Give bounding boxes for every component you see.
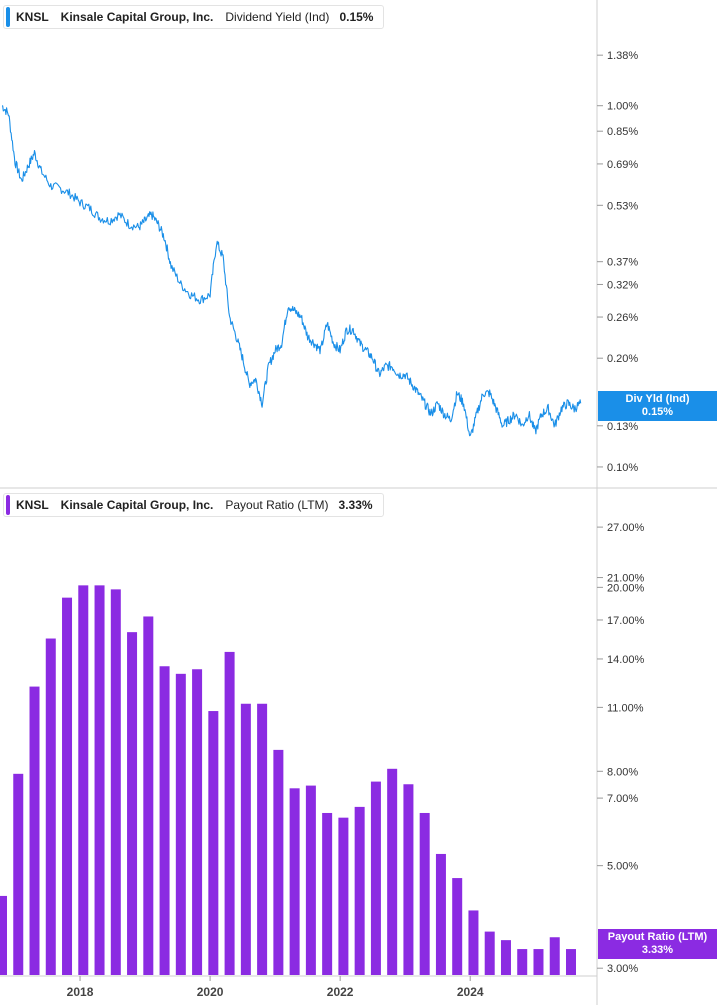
dividend-yield-line <box>1 105 582 437</box>
x-axis: 2018 2020 2022 2024 <box>67 976 484 999</box>
payout-ratio-bar <box>533 949 544 975</box>
payout-ratio-bar <box>403 784 414 975</box>
tag-value: 0.15% <box>641 406 674 418</box>
yield-axis-tick-label: 0.26% <box>607 312 638 324</box>
payout-ratio-bar <box>565 949 576 975</box>
payout-ratio-bar <box>517 949 528 975</box>
payout-ratio-bar <box>484 931 495 975</box>
payout-ratio-bar <box>127 632 138 975</box>
dividend-yield-plot <box>1 105 582 437</box>
legend-value: 0.15% <box>339 10 374 24</box>
x-tick-label: 2020 <box>197 985 224 999</box>
payout-ratio-bar <box>110 589 121 975</box>
payout-axis-tick-label: 20.00% <box>607 582 645 594</box>
tag-label: Payout Ratio (LTM) <box>607 931 708 943</box>
x-tick-label: 2022 <box>327 985 354 999</box>
payout-ratio-bar <box>387 768 398 975</box>
payout-ratio-bar <box>370 781 381 975</box>
legend-company: Kinsale Capital Group, Inc. <box>60 10 214 24</box>
payout-ratio-bar <box>468 910 479 975</box>
div-yld-value-tag: Div Yld (Ind) 0.15% <box>598 391 717 421</box>
yield-axis-tick-label: 0.10% <box>607 462 638 474</box>
payout-ratio-bar <box>224 651 235 975</box>
payout-ratio-bar <box>240 703 251 975</box>
yield-axis-tick-label: 0.69% <box>607 159 638 171</box>
legend-metric: Dividend Yield (Ind) <box>225 10 330 24</box>
series-color-swatch <box>6 495 10 515</box>
payout-ratio-bar <box>549 937 560 975</box>
payout-ratio-value-tag: Payout Ratio (LTM) 3.33% <box>598 929 717 959</box>
payout-ratio-bar <box>289 788 300 975</box>
legend-value: 3.33% <box>338 498 373 512</box>
payout-axis-tick-label: 5.00% <box>607 861 638 873</box>
yield-axis-tick-label: 0.85% <box>607 126 638 138</box>
payout-ratio-bar <box>435 853 446 975</box>
payout-axis-tick-label: 27.00% <box>607 522 645 534</box>
tag-value: 3.33% <box>641 944 674 956</box>
yield-axis-tick-label: 0.20% <box>607 353 638 365</box>
yield-axis-tick-label: 1.38% <box>607 50 638 62</box>
payout-ratio-bar <box>419 812 430 975</box>
legend-ticker: KNSL <box>16 498 49 512</box>
payout-ratio-bar <box>452 878 463 975</box>
payout-ratio-bar <box>62 597 73 975</box>
payout-axis-tick-label: 11.00% <box>607 702 644 714</box>
payout-ratio-plot <box>0 585 576 975</box>
bottom-chart-legend: KNSL Kinsale Capital Group, Inc. Payout … <box>3 493 384 517</box>
top-chart-legend: KNSL Kinsale Capital Group, Inc. Dividen… <box>3 5 385 29</box>
payout-ratio-bar <box>500 940 511 975</box>
payout-ratio-bar <box>192 669 203 975</box>
payout-ratio-bar <box>78 585 89 975</box>
payout-ratio-bar <box>94 585 105 975</box>
yield-axis-tick-label: 0.32% <box>607 279 638 291</box>
payout-ratio-bar <box>175 673 186 975</box>
payout-ratio-bar <box>29 686 40 975</box>
x-tick-label: 2024 <box>457 985 484 999</box>
payout-axis-tick-label: 17.00% <box>607 615 645 627</box>
payout-ratio-bar <box>13 773 24 975</box>
payout-ratio-bar <box>273 749 284 975</box>
legend-ticker: KNSL <box>16 10 49 24</box>
payout-ratio-bar <box>45 638 56 975</box>
yield-axis-tick-label: 0.13% <box>607 421 638 433</box>
payout-axis-tick-label: 3.00% <box>607 963 638 975</box>
payout-ratio-bar <box>257 703 268 975</box>
payout-ratio-bar <box>0 895 7 975</box>
legend-company: Kinsale Capital Group, Inc. <box>60 498 214 512</box>
yield-axis-tick-label: 1.00% <box>607 101 638 113</box>
payout-ratio-bar <box>354 806 365 975</box>
payout-ratio-bar <box>208 711 219 975</box>
payout-axis-tick-label: 21.00% <box>607 573 645 585</box>
payout-ratio-bar <box>159 666 170 975</box>
payout-ratio-bar <box>143 616 154 975</box>
legend-metric: Payout Ratio (LTM) <box>225 498 329 512</box>
yield-axis-tick-label: 0.37% <box>607 257 638 269</box>
x-tick-label: 2018 <box>67 985 94 999</box>
payout-axis-tick-label: 7.00% <box>607 793 638 805</box>
payout-ratio-bar <box>305 785 316 975</box>
tag-label: Div Yld (Ind) <box>625 393 690 405</box>
series-color-swatch <box>6 7 10 27</box>
payout-ratio-bar <box>322 812 333 975</box>
payout-ratio-bar <box>338 817 349 975</box>
payout-axis-tick-label: 14.00% <box>607 654 645 666</box>
yield-axis-tick-label: 0.53% <box>607 200 638 212</box>
payout-axis-tick-label: 8.00% <box>607 766 638 778</box>
